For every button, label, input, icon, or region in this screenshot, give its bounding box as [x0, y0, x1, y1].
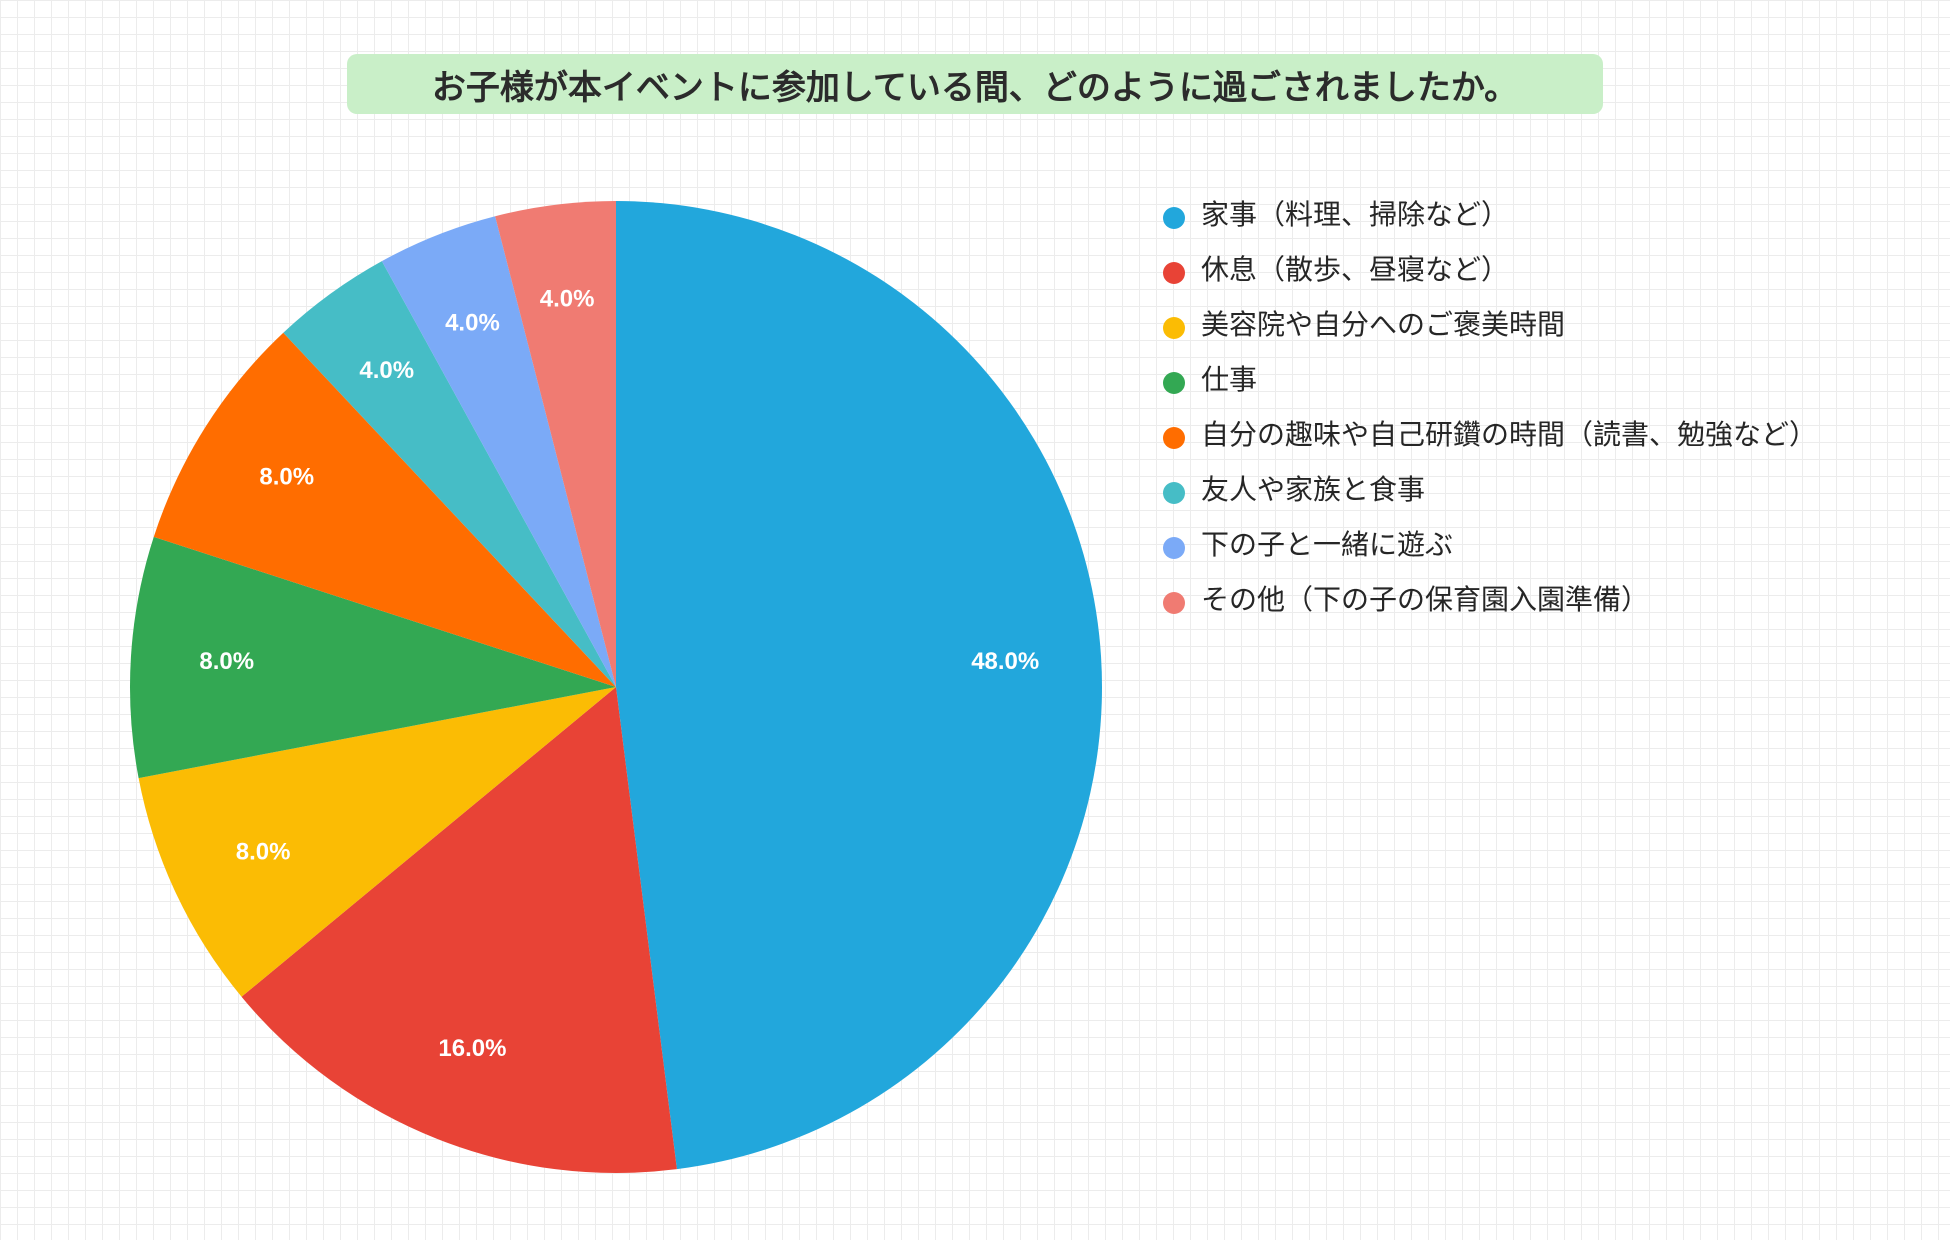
legend-swatch	[1163, 482, 1185, 504]
legend-item-0: 家事（料理、掃除など）	[1163, 196, 1823, 234]
legend-item-3: 仕事	[1163, 361, 1823, 399]
slice-value-label-6: 4.0%	[445, 310, 500, 337]
slice-value-label-5: 4.0%	[359, 357, 414, 384]
pie-slice-6	[381, 216, 616, 687]
chart-title: お子様が本イベントに参加している間、どのように過ごされましたか。	[431, 67, 1519, 108]
slice-value-label-3: 8.0%	[199, 648, 254, 675]
legend-label: 下の子と一緒に遊ぶ	[1201, 528, 1454, 561]
legend-label: 休息（散歩、昼寝など）	[1201, 253, 1510, 286]
pie-slice-1	[241, 687, 677, 1173]
legend-swatch	[1163, 537, 1185, 559]
legend-swatch	[1163, 427, 1185, 449]
legend-swatch	[1163, 317, 1185, 339]
slice-value-label-1: 16.0%	[438, 1035, 506, 1062]
legend-label: 美容院や自分へのご褒美時間	[1201, 308, 1566, 341]
legend-item-4: 自分の趣味や自己研鑽の時間（読書、勉強など）	[1163, 416, 1823, 454]
pie-slice-3	[130, 536, 616, 779]
chart-title-box: お子様が本イベントに参加している間、どのように過ごされましたか。	[347, 54, 1603, 114]
chart-legend: 家事（料理、掃除など） 休息（散歩、昼寝など） 美容院や自分へのご褒美時間 仕事自分の…	[1163, 196, 1823, 636]
legend-label: 友人や家族と食事	[1201, 473, 1426, 506]
legend-label: 家事（料理、掃除など）	[1201, 198, 1510, 231]
slice-value-label-7: 4.0%	[540, 285, 595, 312]
legend-swatch	[1163, 262, 1185, 284]
legend-swatch	[1163, 207, 1185, 229]
slice-value-label-0: 48.0%	[971, 648, 1039, 675]
legend-swatch	[1163, 372, 1185, 394]
pie-slice-5	[283, 261, 616, 687]
legend-label: 自分の趣味や自己研鑽の時間（読書、勉強など）	[1201, 418, 1818, 451]
slice-value-label-2: 8.0%	[236, 838, 291, 865]
slice-value-label-4: 8.0%	[259, 463, 314, 490]
pie-slice-7	[495, 201, 616, 687]
legend-label: 仕事	[1201, 363, 1258, 396]
legend-item-1: 休息（散歩、昼寝など）	[1163, 251, 1823, 289]
legend-label: その他（下の子の保育園入園準備）	[1201, 583, 1650, 616]
legend-item-7: その他（下の子の保育園入園準備）	[1163, 581, 1823, 619]
pie-slice-2	[138, 687, 616, 997]
legend-swatch	[1163, 592, 1185, 614]
legend-item-6: 下の子と一緒に遊ぶ	[1163, 526, 1823, 564]
legend-item-2: 美容院や自分へのご褒美時間	[1163, 306, 1823, 344]
pie-slice-0	[616, 201, 1102, 1170]
legend-item-5: 友人や家族と食事	[1163, 471, 1823, 509]
pie-slice-4	[153, 332, 616, 687]
